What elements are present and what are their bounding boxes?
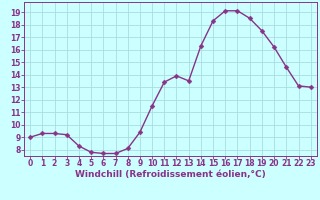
X-axis label: Windchill (Refroidissement éolien,°C): Windchill (Refroidissement éolien,°C) [75,170,266,179]
